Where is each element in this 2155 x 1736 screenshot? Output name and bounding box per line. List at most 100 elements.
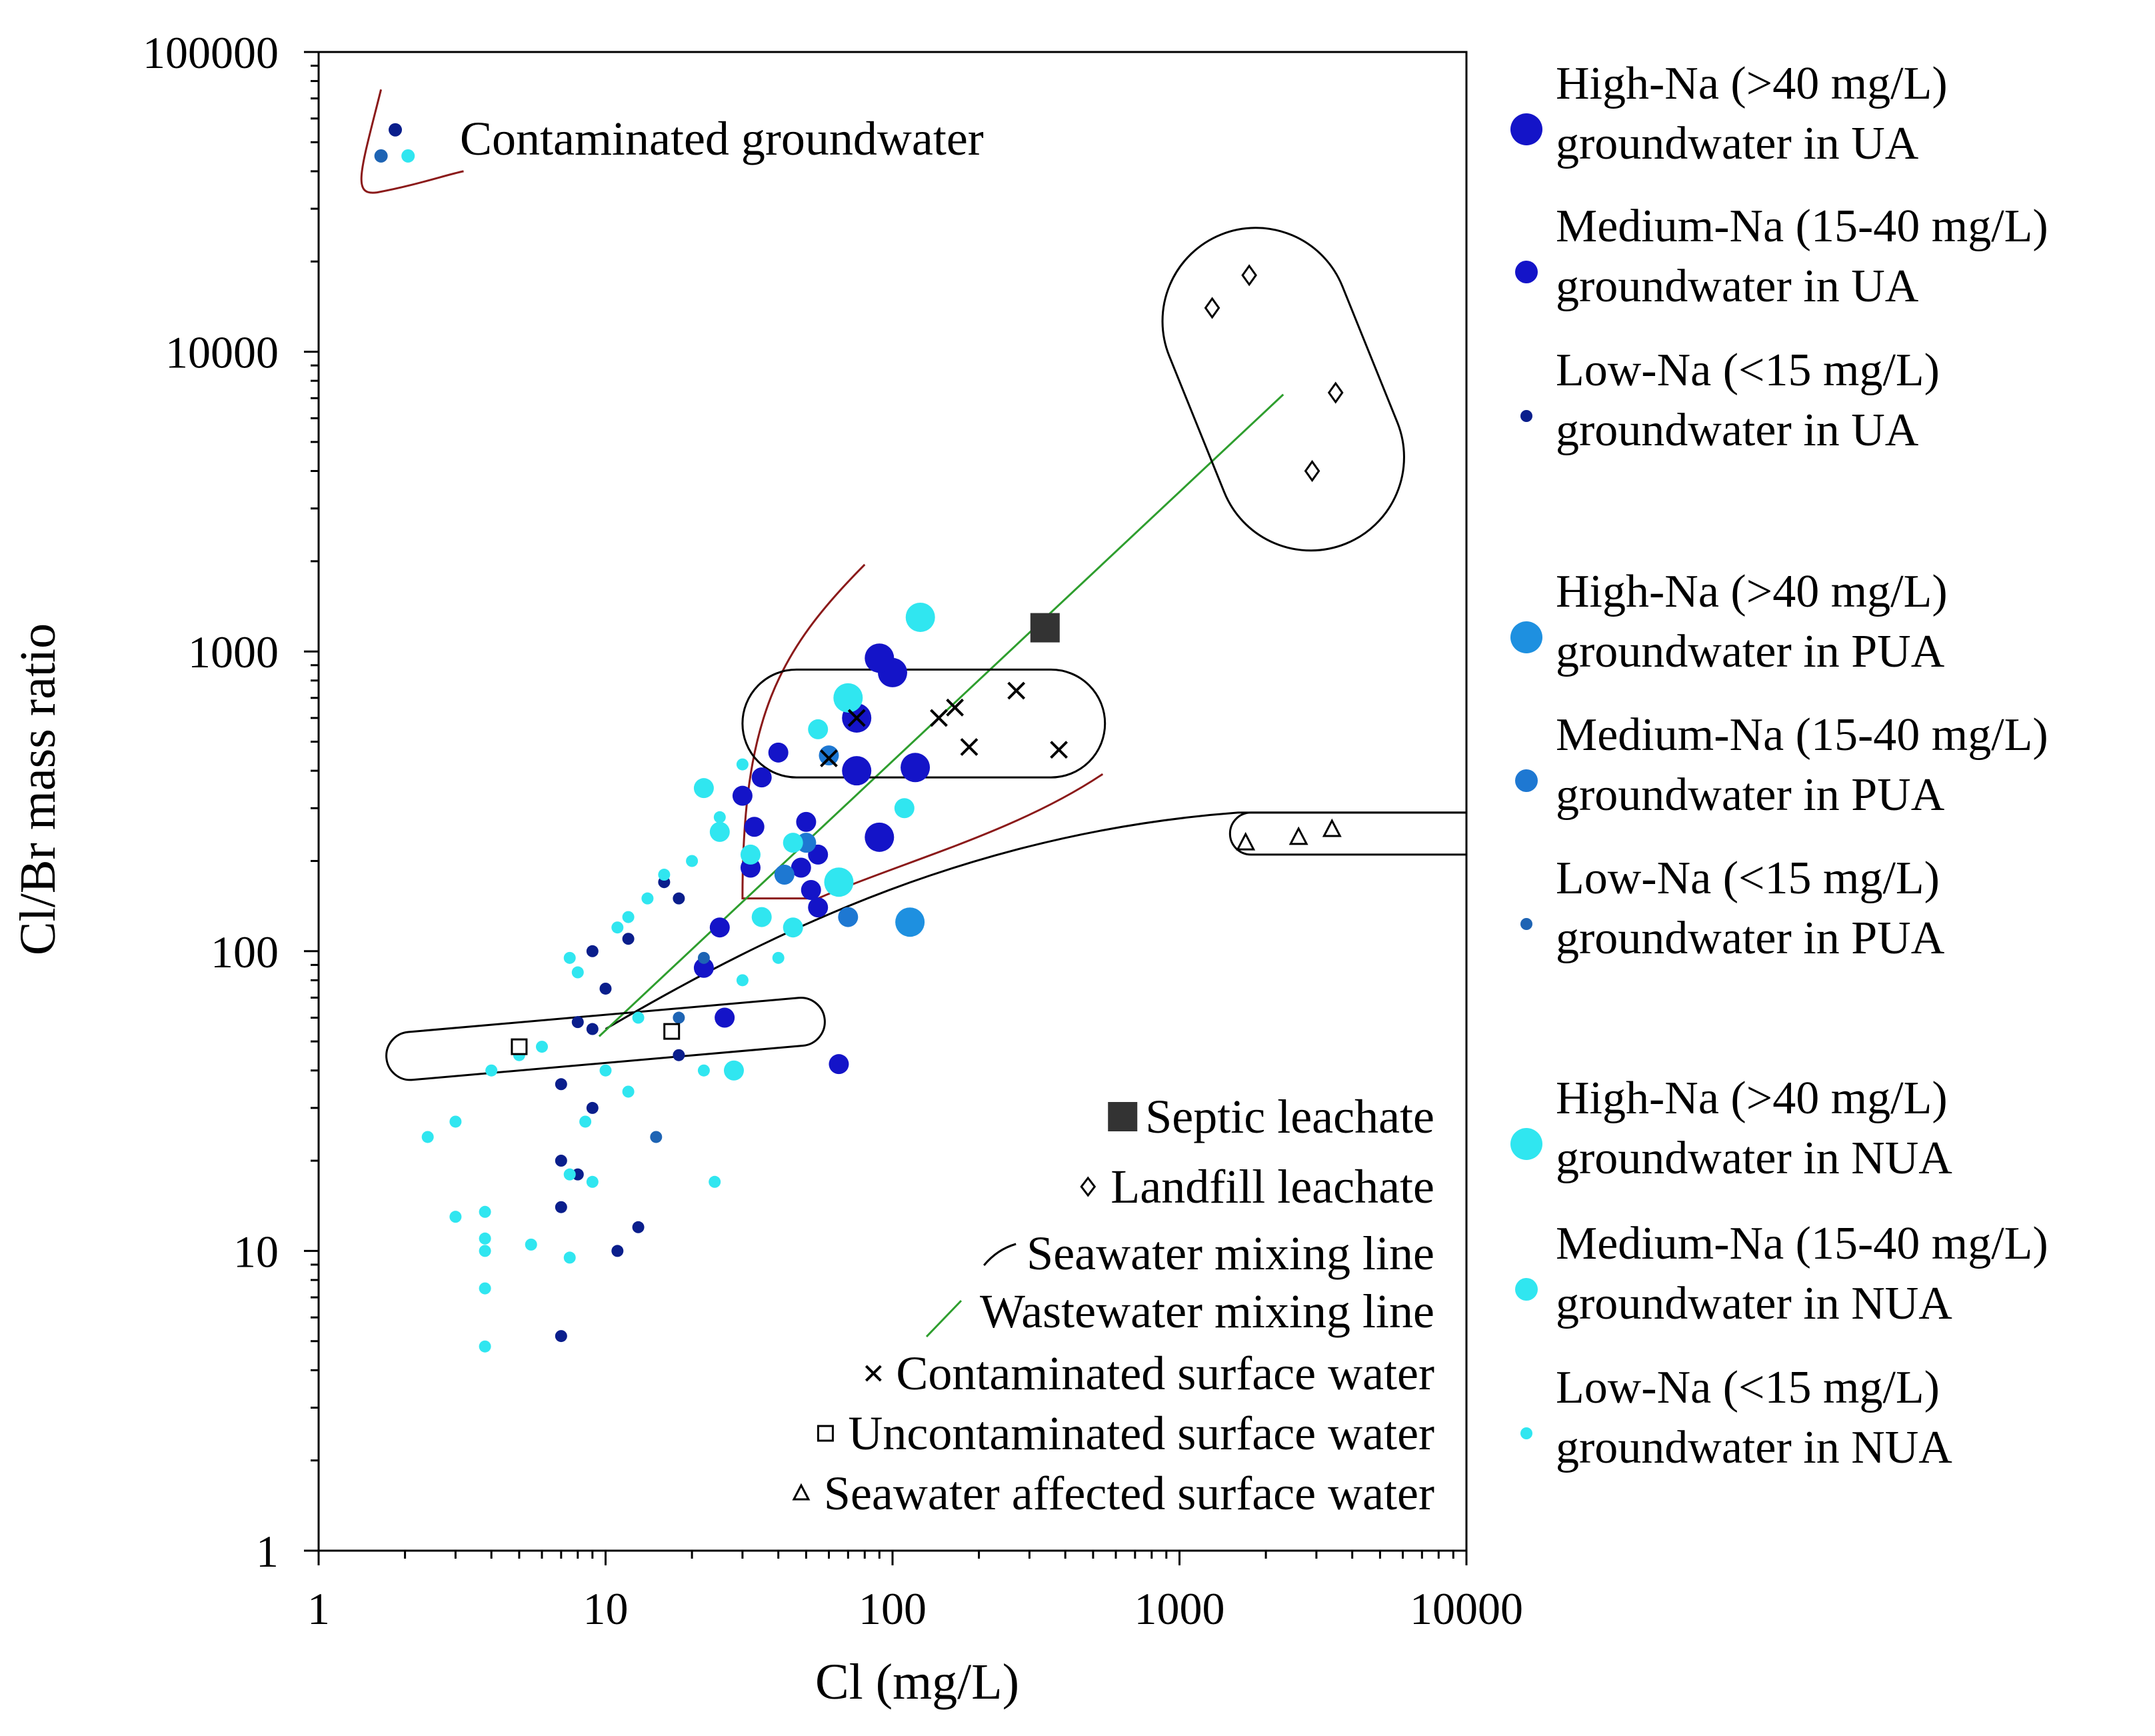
data-point-low-na-ua xyxy=(622,933,635,945)
data-point-high-na-nua xyxy=(833,683,863,713)
y-tick-label: 1 xyxy=(256,1526,279,1577)
landfill-leachate-legend-marker xyxy=(1080,1176,1096,1197)
right-legend-label-line2: groundwater in PUA xyxy=(1556,913,1945,964)
right-legend-label-line1: Medium-Na (15-40 mg/L) xyxy=(1556,201,2048,252)
right-legend-label-line2: groundwater in NUA xyxy=(1556,1422,1952,1473)
seawater-affected-enclosure xyxy=(1229,811,1466,856)
landfill-leachate-point xyxy=(1327,381,1344,404)
x-tick-label: 100 xyxy=(859,1583,927,1634)
wastewater-mixing-legend-marker xyxy=(925,1299,963,1338)
data-point-medium-na-nua xyxy=(693,778,714,799)
inner-legend-label: Landfill leachate xyxy=(1110,1160,1434,1213)
contaminated-surface-water-point xyxy=(1007,681,1026,700)
data-point-low-na-nua xyxy=(736,974,749,987)
inner-legend-label: Seawater affected surface water xyxy=(824,1467,1434,1520)
data-points xyxy=(374,123,1344,1353)
data-point-low-na-ua xyxy=(555,1155,567,1167)
data-point-medium-na-nua xyxy=(894,798,915,819)
right-legend-label-line1: Low-Na (<15 mg/L) xyxy=(1556,345,1940,396)
data-point-low-na-ua xyxy=(673,892,685,905)
data-point-low-na-nua xyxy=(525,1238,537,1251)
data-point-low-na-ua xyxy=(599,982,612,995)
data-point-low-na-nua xyxy=(686,855,699,867)
seawater-affected-surface-water-point xyxy=(1322,818,1342,837)
axes xyxy=(304,51,1468,1565)
data-point-medium-na-pua xyxy=(838,907,859,927)
data-point-low-na-ua xyxy=(632,1221,645,1233)
data-point-medium-na-ua xyxy=(709,917,730,938)
data-point-medium-na-nua xyxy=(783,833,803,853)
data-point-low-na-nua xyxy=(599,1064,612,1077)
x-tick-label: 10 xyxy=(583,1583,629,1634)
right-legend-label-line2: groundwater in NUA xyxy=(1556,1133,1952,1184)
data-point-low-na-nua xyxy=(449,1115,462,1128)
data-point-medium-na-nua xyxy=(740,844,761,865)
right-legend-label-line1: Low-Na (<15 mg/L) xyxy=(1556,853,1940,904)
data-point-medium-na-pua xyxy=(774,865,795,885)
right-legend-label-line1: High-Na (>40 mg/L) xyxy=(1556,58,1948,109)
contaminated-surface-water-point xyxy=(1050,741,1069,759)
right-legend-label-line2: groundwater in NUA xyxy=(1556,1278,1952,1329)
uncontaminated-surface-water-legend-marker xyxy=(817,1425,834,1442)
landfill-leachate-point xyxy=(1204,297,1220,319)
data-point-low-na-nua xyxy=(563,1251,576,1264)
data-point-low-na-nua xyxy=(479,1205,491,1218)
x-tick-label: 1000 xyxy=(1134,1583,1225,1634)
right-legend-marker xyxy=(1515,261,1538,283)
data-point-medium-na-ua xyxy=(715,1007,735,1028)
data-point-low-na-nua xyxy=(479,1232,491,1245)
data-point-low-na-nua xyxy=(579,1115,592,1128)
right-legend-marker xyxy=(1510,113,1542,145)
right-legend-label-line1: Medium-Na (15-40 mg/L) xyxy=(1556,709,2048,761)
right-legend-label-line1: High-Na (>40 mg/L) xyxy=(1556,1073,1948,1124)
data-point-medium-na-ua xyxy=(791,857,811,878)
data-point-medium-na-nua xyxy=(724,1060,745,1081)
x-tick-label: 1 xyxy=(307,1583,330,1634)
septic-leachate-point xyxy=(1030,613,1060,643)
contamination-envelope-curve xyxy=(741,563,1104,900)
inner-legend-label: Contaminated surface water xyxy=(896,1347,1434,1400)
data-point-medium-na-ua xyxy=(751,767,772,788)
x-tick-label: 10000 xyxy=(1410,1583,1523,1634)
contaminated-groundwater-dot xyxy=(401,149,415,163)
data-point-medium-na-ua xyxy=(801,880,821,901)
right-legend-label-line1: Low-Na (<15 mg/L) xyxy=(1556,1362,1940,1413)
data-point-low-na-pua xyxy=(697,951,710,964)
y-tick-label: 10000 xyxy=(165,327,279,378)
data-point-low-na-ua xyxy=(586,1023,599,1035)
data-point-high-na-ua xyxy=(842,756,872,786)
data-point-high-na-nua xyxy=(824,867,854,897)
data-point-low-na-ua xyxy=(611,1245,624,1257)
data-point-low-na-ua xyxy=(586,945,599,957)
contaminated-groundwater-hook xyxy=(360,89,464,194)
data-point-low-na-nua xyxy=(449,1211,462,1223)
contaminated-surface-water-legend-marker xyxy=(865,1365,882,1382)
data-point-low-na-nua xyxy=(586,1175,599,1188)
data-point-low-na-nua xyxy=(535,1041,548,1053)
right-legend-label-line2: groundwater in PUA xyxy=(1556,626,1945,677)
uncontaminated-surface-water-point xyxy=(511,1038,528,1055)
contaminated-groundwater-dot xyxy=(374,149,388,163)
contaminated-groundwater-dot xyxy=(389,123,403,137)
data-point-low-na-nua xyxy=(479,1340,491,1353)
data-point-low-na-nua xyxy=(772,951,785,964)
contaminated-surface-water-point xyxy=(960,738,979,756)
right-legend-label-line2: groundwater in PUA xyxy=(1556,769,1945,821)
axis-labels: 1 10 100 1000 10000 100000 1 10 100 1000 10000 xyxy=(143,27,1523,1634)
seawater-affected-surface-water-point xyxy=(1236,831,1256,851)
data-point-medium-na-nua xyxy=(808,719,829,739)
y-tick-label: 10 xyxy=(233,1226,279,1277)
data-point-low-na-ua xyxy=(586,1101,599,1114)
data-point-low-na-pua xyxy=(673,1011,685,1024)
data-point-low-na-nua xyxy=(622,911,635,923)
data-point-low-na-nua xyxy=(563,1168,576,1181)
contaminated-groundwater-label: Contaminated groundwater xyxy=(460,112,984,165)
contaminated-surface-water-point xyxy=(847,709,866,727)
contaminated-surface-water-point xyxy=(946,698,965,717)
right-legend-marker xyxy=(1520,1427,1532,1439)
data-point-low-na-ua xyxy=(673,1049,685,1061)
data-point-low-na-ua xyxy=(555,1078,567,1091)
data-point-medium-na-ua xyxy=(808,897,829,918)
data-point-low-na-nua xyxy=(421,1131,434,1143)
